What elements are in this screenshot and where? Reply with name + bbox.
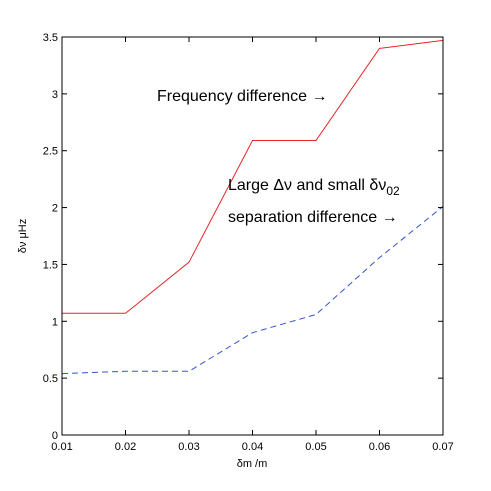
annotation-large-small-separation: Large Δν and small δν02	[228, 177, 400, 198]
y-tick-label-4: 2	[52, 203, 58, 215]
series-layer	[61, 39, 444, 375]
annotation-line1-main: Large Δν and small δν	[228, 177, 386, 194]
y-tick-label-0: 0	[52, 430, 58, 442]
x-tick-label-0: 0.01	[51, 441, 72, 453]
y-tick-label-5: 2.5	[43, 146, 58, 158]
annotation-separation-difference: separation difference →	[228, 209, 398, 226]
x-tick-label-6: 0.07	[432, 441, 453, 453]
annotation-line1-subscript: 02	[386, 184, 400, 198]
x-axis-label: δm /m	[237, 458, 268, 470]
x-tick-label-5: 0.06	[369, 441, 390, 453]
y-tick-label-7: 3.5	[43, 32, 58, 44]
y-axis-label: δν μHz	[17, 219, 29, 253]
x-tick-label-2: 0.03	[178, 441, 199, 453]
ticks-layer: 0.01 0.02 0.03 0.04 0.05 0.06 0.07 0 0.5 1 1.5 2 2.5…	[43, 32, 454, 453]
y-tick-label-3: 1.5	[43, 259, 58, 271]
series-line-2	[61, 206, 444, 375]
x-tick-label-4: 0.05	[305, 441, 326, 453]
x-tick-label-1: 0.02	[115, 441, 136, 453]
x-tick-label-3: 0.04	[242, 441, 263, 453]
series-line-1	[62, 39, 444, 314]
y-tick-label-6: 3	[52, 89, 58, 101]
annotation-frequency-difference: Frequency difference →	[157, 88, 327, 105]
y-tick-label-1: 0.5	[43, 373, 58, 385]
y-tick-label-2: 1	[52, 316, 58, 328]
